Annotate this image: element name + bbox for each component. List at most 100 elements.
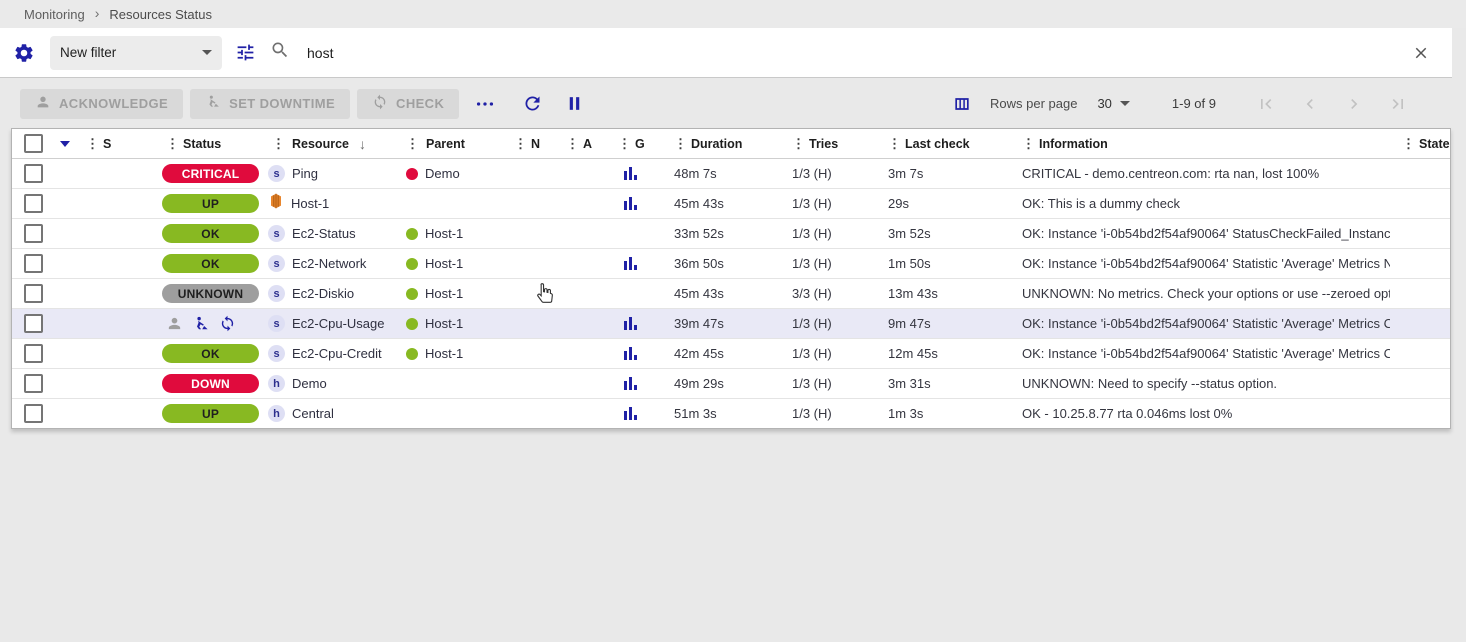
resource-name[interactable]: Central [292, 406, 334, 421]
previous-page-icon[interactable] [1288, 94, 1332, 114]
service-badge: s [268, 225, 285, 242]
row-checkbox[interactable] [24, 254, 43, 273]
resource-name[interactable]: Host-1 [291, 196, 330, 211]
pagination-range: 1-9 of 9 [1171, 96, 1216, 111]
breadcrumb-chevron-icon: › [94, 5, 100, 21]
rows-per-page-select[interactable]: 30 [1097, 96, 1130, 111]
duration-value: 45m 43s [674, 196, 724, 211]
column-header-last_check[interactable]: ⋮ Last check [874, 129, 1010, 158]
refresh-icon[interactable] [522, 93, 543, 114]
resource-name[interactable]: Ec2-Cpu-Credit [292, 346, 382, 361]
column-header-status[interactable]: ⋮ Status [154, 129, 260, 158]
parent-name[interactable]: Host-1 [425, 286, 464, 301]
search-input[interactable] [305, 43, 1412, 62]
parent-name[interactable]: Host-1 [425, 316, 464, 331]
column-header-a[interactable]: ⋮ A [554, 129, 606, 158]
resource-name[interactable]: Demo [292, 376, 327, 391]
parent-status-dot [406, 227, 418, 240]
resource-name[interactable]: Ec2-Network [292, 256, 367, 271]
drag-dots-icon: ⋮ [86, 136, 99, 151]
table-row[interactable]: UP h Central 51m 3s 1/3 (H) 1m 3s OK - 10.25.8… [12, 399, 1450, 428]
table-row[interactable]: UNKNOWN s Ec2-Diskio Host-1 45m 43s 3/3 (H) 13… [12, 279, 1450, 309]
row-checkbox[interactable] [24, 404, 43, 423]
row-checkbox[interactable] [24, 164, 43, 183]
row-checkbox[interactable] [24, 314, 43, 333]
check-refresh-icon [372, 94, 388, 113]
settings-gear-icon[interactable] [13, 42, 35, 64]
selection-menu-caret-icon[interactable] [60, 140, 70, 147]
acknowledge-button[interactable]: ACKNOWLEDGE [20, 88, 184, 119]
chevron-down-icon [202, 50, 212, 55]
table-row[interactable]: UP Host-1 45m 43s 1/3 (H) 29s OK: This is a d… [12, 189, 1450, 219]
graph-icon[interactable] [624, 167, 637, 180]
column-header-n[interactable]: ⋮ N [502, 129, 554, 158]
information-text: OK: Instance 'i-0b54bd2f54af90064' Statu… [1022, 226, 1390, 241]
select-all-checkbox[interactable] [24, 134, 43, 153]
filter-preset-select[interactable]: New filter [50, 35, 222, 70]
table-row[interactable]: CRITICAL s Ping Demo 48m 7s 1/3 (H) 3m 7s CRITI… [12, 159, 1450, 189]
check-button[interactable]: CHECK [357, 88, 460, 119]
column-header-state[interactable]: ⋮ State [1390, 129, 1450, 158]
resource-name[interactable]: Ec2-Status [292, 226, 356, 241]
breadcrumb-page: Resources Status [109, 6, 212, 22]
parent-name[interactable]: Host-1 [425, 226, 464, 241]
clear-search-icon[interactable] [1412, 44, 1430, 62]
row-checkbox[interactable] [24, 374, 43, 393]
column-label: S [103, 136, 112, 151]
last-page-icon[interactable] [1376, 94, 1420, 114]
table-row[interactable]: DOWN h Demo 49m 29s 1/3 (H) 3m 31s UNKNOWN: Ne… [12, 369, 1450, 399]
drag-dots-icon: ⋮ [272, 136, 285, 151]
chevron-down-icon [1119, 101, 1130, 106]
column-header-tries[interactable]: ⋮ Tries [782, 129, 874, 158]
drag-dots-icon: ⋮ [566, 136, 579, 151]
graph-icon[interactable] [624, 347, 637, 360]
service-badge: s [268, 165, 285, 182]
column-header-parent[interactable]: ⋮ Parent [394, 129, 502, 158]
graph-icon[interactable] [624, 257, 637, 270]
first-page-icon[interactable] [1244, 94, 1288, 114]
graph-icon[interactable] [624, 377, 637, 390]
table-row[interactable]: OK s Ec2-Status Host-1 33m 52s 1/3 (H) 3m 52s O… [12, 219, 1450, 249]
check-sync-icon[interactable] [219, 315, 236, 332]
column-header-duration[interactable]: ⋮ Duration [660, 129, 782, 158]
column-header-resource[interactable]: ⋮ Resource ↓ [260, 129, 394, 158]
status-chip: CRITICAL [162, 164, 259, 183]
graph-icon[interactable] [624, 317, 637, 330]
pause-icon[interactable] [565, 94, 584, 113]
service-badge: s [268, 315, 285, 332]
row-checkbox[interactable] [24, 284, 43, 303]
column-header-g[interactable]: ⋮ G [606, 129, 660, 158]
filter-preset-label: New filter [60, 45, 117, 60]
search-icon [270, 40, 290, 65]
parent-name[interactable]: Host-1 [425, 346, 464, 361]
drag-dots-icon: ⋮ [1402, 136, 1415, 151]
more-actions-icon[interactable] [474, 93, 496, 115]
set-downtime-icon[interactable] [192, 315, 210, 333]
person-icon [35, 94, 51, 113]
rows-per-page-value: 30 [1097, 96, 1112, 111]
graph-icon[interactable] [624, 407, 637, 420]
column-label: State [1419, 136, 1450, 151]
resource-name[interactable]: Ec2-Diskio [292, 286, 355, 301]
set-downtime-button[interactable]: SET DOWNTIME [190, 88, 351, 119]
acknowledge-icon[interactable] [166, 315, 183, 332]
table-row[interactable]: OK s Ec2-Network Host-1 36m 50s 1/3 (H) 1m 50s… [12, 249, 1450, 279]
breadcrumb-section[interactable]: Monitoring [24, 6, 85, 22]
row-checkbox[interactable] [24, 194, 43, 213]
graph-icon[interactable] [624, 197, 637, 210]
table-row[interactable]: s Ec2-Cpu-Usage Host-1 39m 47s 1/3 (H) 9m 47s… [12, 309, 1450, 339]
next-page-icon[interactable] [1332, 94, 1376, 114]
resource-name[interactable]: Ping [292, 166, 319, 181]
advanced-filter-tune-icon[interactable] [235, 42, 256, 63]
table-row[interactable]: OK s Ec2-Cpu-Credit Host-1 42m 45s 1/3 (H) 12m… [12, 339, 1450, 369]
duration-value: 39m 47s [674, 316, 724, 331]
column-header-information[interactable]: ⋮ Information [1010, 129, 1390, 158]
resource-name[interactable]: Ec2-Cpu-Usage [292, 316, 385, 331]
parent-name[interactable]: Demo [425, 166, 460, 181]
row-checkbox[interactable] [24, 344, 43, 363]
parent-name[interactable]: Host-1 [425, 256, 464, 271]
columns-settings-icon[interactable] [952, 94, 972, 114]
row-checkbox[interactable] [24, 224, 43, 243]
column-header-s[interactable]: ⋮ S [74, 129, 154, 158]
column-label: Status [183, 136, 222, 151]
